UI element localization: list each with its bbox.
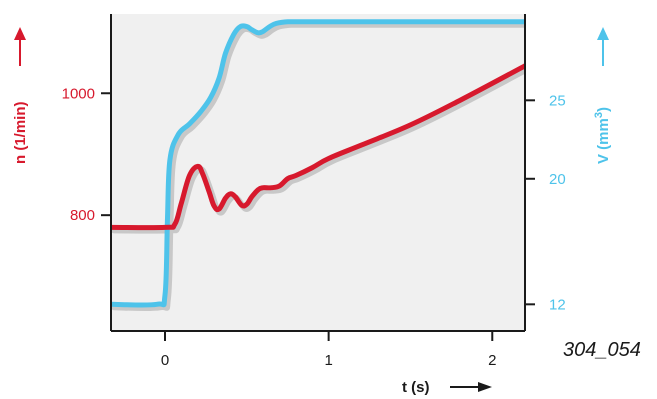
v-series-line (111, 19, 525, 308)
left-axis-title: n (1/min) (12, 101, 29, 164)
x-axis-arrow-head (478, 382, 492, 392)
n-series-shadow (111, 67, 525, 234)
right-tick-label: 12 (549, 296, 566, 313)
x-axis-title-group: t (s) (402, 379, 492, 396)
right-axis-arrow-head (597, 27, 609, 40)
n-series-line (111, 63, 525, 231)
right-axis-title: V (mm3) (593, 107, 612, 164)
right-axis-title-group: V (mm3) (593, 27, 612, 164)
x-axis-title: t (s) (402, 379, 430, 396)
left-tick-label: 1000 (62, 85, 95, 102)
right-tick-label: 20 (549, 171, 566, 188)
left-axis-title-group: n (1/min) (12, 27, 29, 164)
plot-frame (110, 14, 526, 332)
x-tick-label: 1 (324, 352, 332, 369)
figure-id: 304_054 (563, 339, 641, 361)
x-tick-label: 2 (488, 352, 496, 369)
left-axis-arrow-head (14, 27, 26, 40)
left-tick-label: 800 (70, 207, 95, 224)
x-tick-label: 0 (161, 352, 169, 369)
v-series-shadow (111, 21, 525, 312)
right-tick-label: 25 (549, 92, 566, 109)
